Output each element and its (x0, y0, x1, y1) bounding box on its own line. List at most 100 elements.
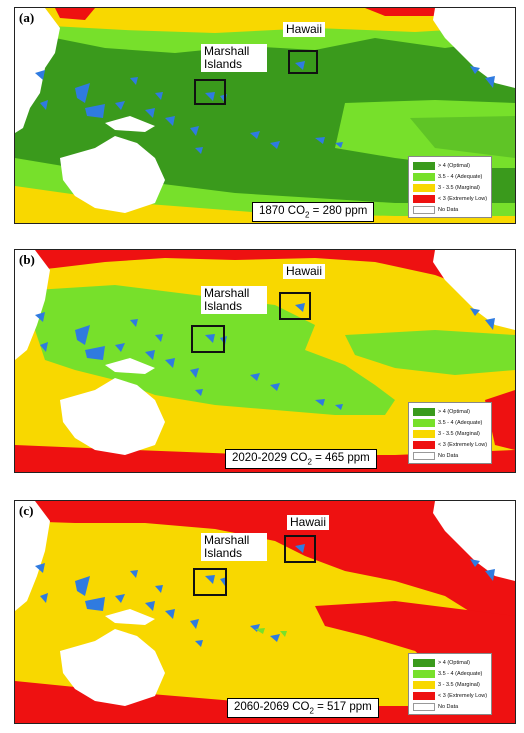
land-australia (60, 629, 165, 706)
co2-suffix-b: = 465 ppm (311, 452, 370, 464)
marshall-text-c: Marshall Islands (204, 533, 250, 560)
legend-text: > 4 (Optimal) (438, 408, 470, 415)
co2-sub-b: 2 (307, 457, 312, 467)
legend-row: No Data (413, 450, 487, 461)
marshall-marker-box-c (193, 568, 227, 596)
co2-caption-a: 1870 CO2 = 280 ppm (252, 202, 375, 223)
legend-swatch (413, 669, 435, 678)
legend-row: 3.5 - 4 (Adequate) (413, 171, 487, 182)
legend-row: > 4 (Optimal) (413, 657, 487, 668)
legend-swatch (413, 205, 435, 214)
legend-swatch (413, 440, 435, 449)
co2-prefix-a: 1870 CO (259, 205, 306, 217)
legend-swatch (413, 194, 435, 203)
legend-text: < 3 (Extremely Low) (438, 195, 488, 202)
co2-suffix-c: = 517 ppm (313, 701, 372, 713)
island-clusters (35, 303, 495, 410)
hawaii-marker-box-b (279, 292, 311, 320)
legend-text: < 3 (Extremely Low) (438, 692, 488, 699)
land-new-guinea (105, 358, 155, 374)
legend-swatch (413, 172, 435, 181)
map-panel-c: (c) Hawaii Marshall Islands > 4 (Optimal… (14, 500, 516, 724)
legend-text: 3.5 - 4 (Adequate) (438, 419, 483, 426)
marshall-label-b: Marshall Islands (201, 286, 267, 314)
co2-prefix-c: 2060-2069 CO (234, 701, 310, 713)
zone-adequate-east (345, 330, 515, 375)
co2-sub-a: 2 (305, 210, 310, 220)
zone-low-north (15, 501, 515, 631)
legend-swatch (413, 183, 435, 192)
legend-swatch (413, 702, 435, 711)
land-australia (60, 136, 165, 213)
land-asia (15, 501, 50, 611)
land-asia (15, 8, 60, 133)
co2-suffix-a: = 280 ppm (309, 205, 368, 217)
legend-swatch (413, 429, 435, 438)
zone-low-south (15, 681, 515, 723)
legend-text: No Data (438, 452, 459, 459)
marshall-text-b: Marshall Islands (204, 286, 250, 313)
legend-text: < 3 (Extremely Low) (438, 441, 488, 448)
legend-row: > 4 (Optimal) (413, 406, 487, 417)
legend-text: No Data (438, 206, 459, 213)
legend-a: > 4 (Optimal) 3.5 - 4 (Adequate) 3 - 3.5… (408, 156, 493, 218)
legend-swatch (413, 658, 435, 667)
panel-label-c: (c) (19, 503, 34, 518)
hawaii-label-a: Hawaii (283, 22, 326, 37)
hawaii-label-c: Hawaii (287, 515, 330, 530)
legend-text: > 4 (Optimal) (438, 162, 470, 169)
legend-swatch (413, 161, 435, 170)
marshall-text-a: Marshall Islands (204, 44, 250, 71)
legend-row: 3 - 3.5 (Marginal) (413, 679, 487, 690)
legend-text: 3 - 3.5 (Marginal) (438, 184, 480, 191)
marshall-marker-box-b (191, 325, 225, 353)
legend-text: > 4 (Optimal) (438, 659, 470, 666)
land-new-guinea (105, 609, 155, 625)
legend-row: No Data (413, 701, 487, 712)
land-australia (60, 378, 165, 455)
legend-swatch (413, 691, 435, 700)
land-americas (433, 8, 515, 88)
panel-label-b: (b) (19, 252, 35, 267)
land-asia (15, 250, 50, 360)
marshall-label-a: Marshall Islands (201, 44, 267, 72)
zone-marginal-south (15, 186, 515, 223)
hawaii-label-b: Hawaii (283, 264, 326, 279)
legend-text: 3.5 - 4 (Adequate) (438, 173, 483, 180)
map-panel-b: (b) Hawaii Marshall Islands > 4 (Optimal… (14, 249, 516, 473)
legend-row: 3 - 3.5 (Marginal) (413, 182, 487, 193)
co2-caption-b: 2020-2029 CO2 = 465 ppm (225, 449, 377, 470)
legend-b: > 4 (Optimal) 3.5 - 4 (Adequate) 3 - 3.5… (408, 402, 493, 464)
co2-caption-c: 2060-2069 CO2 = 517 ppm (227, 698, 379, 719)
legend-row: No Data (413, 204, 487, 215)
land-americas (433, 501, 515, 581)
aragonite-map-a (15, 8, 515, 223)
hawaii-marker-box-c (284, 535, 316, 563)
legend-text: 3 - 3.5 (Marginal) (438, 681, 480, 688)
marshall-label-c: Marshall Islands (201, 533, 267, 561)
marshall-marker-box-a (194, 79, 226, 105)
island-clusters (35, 544, 495, 647)
co2-sub-c: 2 (309, 706, 314, 716)
zone-low-north (55, 8, 455, 20)
island-clusters (35, 61, 495, 154)
hawaii-marker-box-a (288, 50, 318, 74)
zone-adequate-east-inner (410, 116, 515, 158)
legend-swatch (413, 418, 435, 427)
legend-swatch (413, 407, 435, 416)
legend-row: < 3 (Extremely Low) (413, 193, 487, 204)
legend-row: > 4 (Optimal) (413, 160, 487, 171)
co2-prefix-b: 2020-2029 CO (232, 452, 308, 464)
adequate-patches (255, 628, 287, 637)
legend-c: > 4 (Optimal) 3.5 - 4 (Adequate) 3 - 3.5… (408, 653, 493, 715)
legend-row: < 3 (Extremely Low) (413, 439, 487, 450)
legend-text: 3 - 3.5 (Marginal) (438, 430, 480, 437)
legend-row: 3 - 3.5 (Marginal) (413, 428, 487, 439)
legend-swatch (413, 680, 435, 689)
legend-row: 3.5 - 4 (Adequate) (413, 668, 487, 679)
legend-row: < 3 (Extremely Low) (413, 690, 487, 701)
land-americas (433, 250, 515, 330)
legend-text: 3.5 - 4 (Adequate) (438, 670, 483, 677)
zone-low-north (15, 250, 515, 290)
zone-low-east (485, 390, 515, 450)
